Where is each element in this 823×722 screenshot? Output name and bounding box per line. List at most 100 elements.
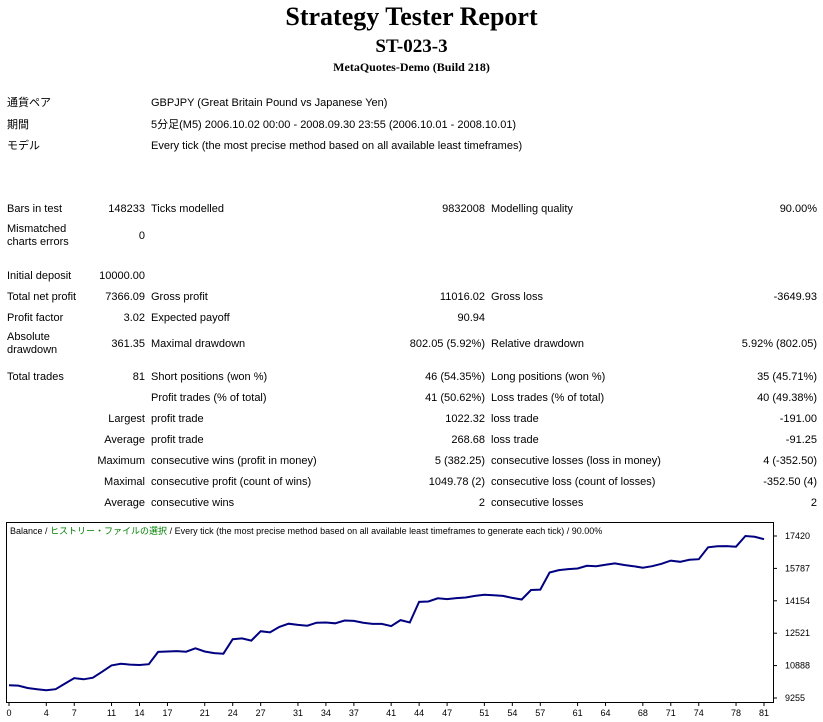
expected-payoff-label: Expected payoff xyxy=(151,311,230,324)
x-tick-label: 4 xyxy=(44,708,49,718)
balance-line xyxy=(8,534,765,692)
x-tick-label: 74 xyxy=(694,708,704,718)
average-consecutive-row: Average consecutive wins 2 consecutive l… xyxy=(4,492,820,513)
maximal-label: Maximal xyxy=(104,475,145,488)
average-label: Average xyxy=(104,433,145,446)
net-profit-value: 7366.09 xyxy=(105,290,145,303)
average-consecutive-wins-label: consecutive wins xyxy=(151,496,235,509)
x-tick-label: 27 xyxy=(256,708,266,718)
x-tick-label: 11 xyxy=(107,708,116,718)
symbol-label: 通貨ペア xyxy=(7,97,51,109)
consecutive-profit-value: 1049.78 (2) xyxy=(428,475,485,488)
report-title: Strategy Tester Report xyxy=(285,2,538,31)
loss-trades-label: Loss trades (% of total) xyxy=(491,391,605,404)
net-profit-row: Total net profit 7366.09 Gross profit 11… xyxy=(4,286,820,307)
x-tick-label: 31 xyxy=(293,708,303,718)
maximal-drawdown-label: Maximal drawdown xyxy=(151,338,246,350)
consecutive-loss-label: consecutive loss (count of losses) xyxy=(491,475,656,488)
y-tick-label: 10888 xyxy=(785,661,810,671)
average-consecutive-label: Average xyxy=(104,496,145,509)
x-tick-label: 24 xyxy=(228,708,238,718)
deposit-label: Initial deposit xyxy=(7,269,72,282)
y-tick-label: 9255 xyxy=(785,693,805,703)
y-tick-label: 17420 xyxy=(785,531,810,541)
relative-drawdown-value: 5.92% (802.05) xyxy=(741,338,817,350)
x-tick-label: 44 xyxy=(414,708,424,718)
x-tick-label: 37 xyxy=(349,708,359,718)
gross-profit-label: Gross profit xyxy=(151,290,208,303)
largest-loss-value: -191.00 xyxy=(779,412,817,425)
average-consecutive-wins-value: 2 xyxy=(478,496,485,509)
x-tick-label: 34 xyxy=(321,708,331,718)
mismatch-value: 0 xyxy=(138,230,145,242)
loss-trades-value: 40 (49.38%) xyxy=(757,391,817,404)
largest-profit-label: profit trade xyxy=(151,412,204,425)
long-positions-label: Long positions (won %) xyxy=(491,370,606,383)
y-tick-label: 15787 xyxy=(785,563,810,573)
drawdown-row: Absolute drawdown 361.35 Maximal drawdow… xyxy=(4,328,820,360)
server-build: MetaQuotes-Demo (Build 218) xyxy=(333,60,490,74)
largest-loss-label: loss trade xyxy=(491,412,539,425)
consecutive-losses-money-label: consecutive losses (loss in money) xyxy=(491,454,661,467)
period-label: 期間 xyxy=(7,119,29,131)
profit-factor-row: Profit factor 3.02 Expected payoff 90.94 xyxy=(4,307,820,328)
x-tick-label: 64 xyxy=(601,708,611,718)
y-tick-label: 14154 xyxy=(785,596,810,606)
symbol-value: GBPJPY (Great Britain Pound vs Japanese … xyxy=(151,97,388,109)
expected-payoff-value: 90.94 xyxy=(457,311,485,324)
y-tick-label: 12521 xyxy=(785,628,810,638)
relative-drawdown-label: Relative drawdown xyxy=(491,338,584,350)
period-value: 5分足(M5) 2006.10.02 00:00 - 2008.09.30 23… xyxy=(151,119,517,131)
gross-loss-value: -3649.93 xyxy=(773,290,817,303)
average-loss-value: -91.25 xyxy=(785,433,817,446)
y-axis: 17420 15787 14154 12521 10888 9255 xyxy=(773,531,810,703)
x-tick-label: 0 xyxy=(6,708,11,718)
profit-factor-label: Profit factor xyxy=(7,311,64,324)
mismatch-row: Mismatched charts errors 0 xyxy=(4,219,820,253)
maximal-drawdown-value: 802.05 (5.92%) xyxy=(409,338,485,350)
x-tick-label: 17 xyxy=(162,708,172,718)
maximum-row: Maximum consecutive wins (profit in mone… xyxy=(4,450,820,471)
largest-label: Largest xyxy=(108,412,145,425)
x-tick-label: 14 xyxy=(134,708,144,718)
consecutive-losses-money-value: 4 (-352.50) xyxy=(763,454,817,467)
absolute-drawdown-label: Absolute drawdown xyxy=(7,331,58,356)
consecutive-wins-money-value: 5 (382.25) xyxy=(434,454,485,467)
mismatch-label: Mismatched charts errors xyxy=(7,223,69,248)
largest-profit-value: 1022.32 xyxy=(445,412,485,425)
expert-advisor-name: ST-023-3 xyxy=(375,36,448,57)
x-tick-label: 47 xyxy=(442,708,452,718)
stats-table: Bars in test 148233 Ticks modelled 98320… xyxy=(4,198,820,513)
x-tick-label: 41 xyxy=(386,708,396,718)
quality-label: Modelling quality xyxy=(491,202,573,215)
x-tick-label: 57 xyxy=(535,708,545,718)
profit-trades-label: Profit trades (% of total) xyxy=(151,391,267,404)
x-tick-label: 68 xyxy=(638,708,648,718)
net-profit-label: Total net profit xyxy=(7,290,77,303)
deposit-value: 10000.00 xyxy=(99,269,145,282)
profit-trades-value: 41 (50.62%) xyxy=(425,391,485,404)
x-tick-label: 54 xyxy=(507,708,517,718)
short-positions-value: 46 (54.35%) xyxy=(425,370,485,383)
average-profit-value: 268.68 xyxy=(451,433,485,446)
bars-row: Bars in test 148233 Ticks modelled 98320… xyxy=(4,198,820,219)
consecutive-profit-label: consecutive profit (count of wins) xyxy=(151,475,312,488)
profit-trades-row: Profit trades (% of total) 41 (50.62%) L… xyxy=(4,387,820,408)
average-consecutive-losses-value: 2 xyxy=(810,496,817,509)
consecutive-wins-money-label: consecutive wins (profit in money) xyxy=(151,454,317,467)
deposit-row: Initial deposit 10000.00 xyxy=(4,265,820,286)
profit-factor-value: 3.02 xyxy=(123,311,145,324)
average-profit-label: profit trade xyxy=(151,433,204,446)
x-tick-label: 71 xyxy=(666,708,676,718)
x-tick-label: 81 xyxy=(759,708,769,718)
total-trades-value: 81 xyxy=(132,370,145,383)
ticks-label: Ticks modelled xyxy=(151,202,224,215)
total-trades-label: Total trades xyxy=(7,370,64,383)
gross-loss-label: Gross loss xyxy=(491,290,543,303)
absolute-drawdown-value: 361.35 xyxy=(111,338,145,350)
x-tick-label: 7 xyxy=(72,708,77,718)
long-positions-value: 35 (45.71%) xyxy=(757,370,817,383)
bars-label: Bars in test xyxy=(7,202,63,215)
bars-value: 148233 xyxy=(108,202,145,215)
chart-legend: Balance / ヒストリー・ファイルの選択 / Every tick (th… xyxy=(10,525,602,536)
